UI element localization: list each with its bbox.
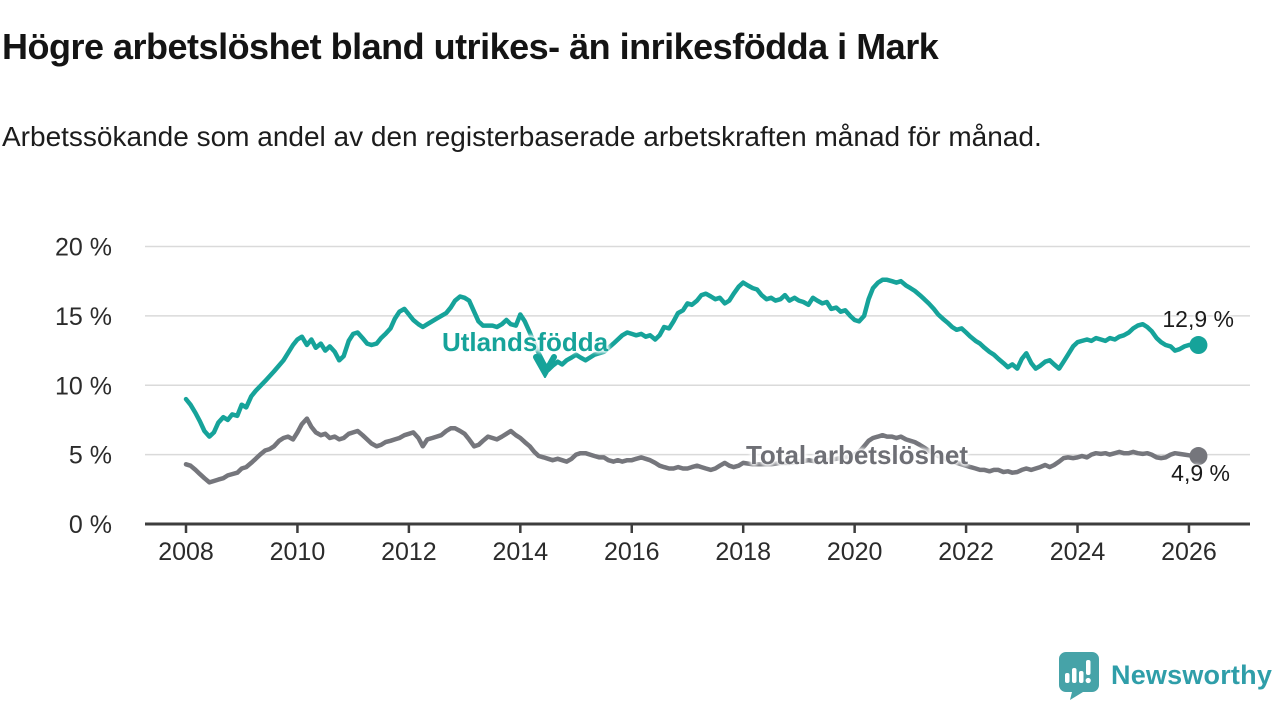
x-tick-label: 2016 bbox=[604, 538, 660, 566]
newsworthy-wordmark: Newsworthy bbox=[1111, 659, 1273, 690]
y-tick-label: 20 % bbox=[55, 234, 112, 262]
arrow-down-icon bbox=[531, 354, 559, 378]
x-tick-label: 2012 bbox=[381, 538, 437, 566]
y-tick-label: 15 % bbox=[55, 303, 112, 331]
end-value-utlandsfodda: 12,9 % bbox=[1162, 306, 1234, 332]
end-value-total: 4,9 % bbox=[1171, 460, 1230, 486]
series-line-utlandsfodda bbox=[183, 277, 1201, 439]
y-tick-label: 5 % bbox=[69, 442, 112, 470]
x-tick-label: 2022 bbox=[938, 538, 994, 566]
x-tick-label: 2014 bbox=[493, 538, 549, 566]
newsworthy-logo: Newsworthy bbox=[1056, 650, 1272, 700]
y-tick-label: 10 % bbox=[55, 372, 112, 400]
x-tick-label: 2008 bbox=[158, 538, 214, 566]
series-line-total bbox=[183, 416, 1201, 485]
x-tick-label: 2010 bbox=[270, 538, 326, 566]
end-dot-utlandsfodda bbox=[1189, 336, 1208, 355]
newsworthy-speech-bubble-chart-icon bbox=[1056, 650, 1101, 700]
series-label-utlandsfodda: Utlandsfödda bbox=[441, 327, 609, 357]
y-tick-label: 0 % bbox=[69, 511, 112, 539]
x-tick-label: 2020 bbox=[827, 538, 883, 566]
series-label-total-arbetsloshet: Total arbetslöshet bbox=[745, 440, 968, 470]
page-title: Högre arbetslöshet bland utrikes- än inr… bbox=[2, 26, 939, 67]
x-tick-label: 2018 bbox=[715, 538, 771, 566]
end-dot-total bbox=[1189, 447, 1208, 466]
x-tick-label: 2026 bbox=[1161, 538, 1217, 566]
chart-subtitle: Arbetssökande som andel av den registerb… bbox=[2, 121, 1042, 152]
x-tick-label: 2024 bbox=[1050, 538, 1106, 566]
